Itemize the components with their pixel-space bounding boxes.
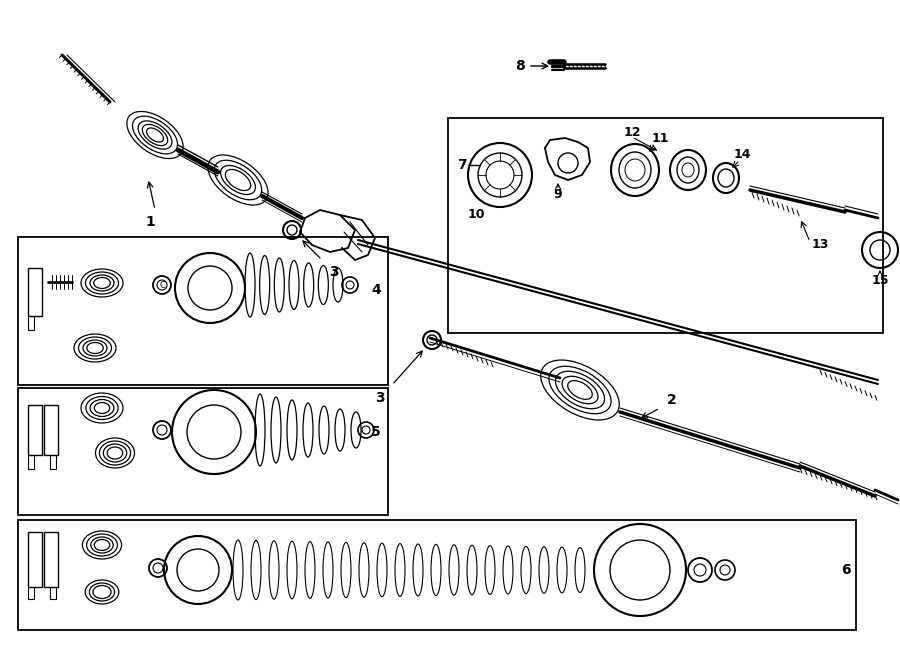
Text: 2: 2	[667, 393, 677, 407]
Text: 15: 15	[871, 274, 889, 286]
Bar	[50, 587, 56, 599]
Bar	[18, 520, 856, 630]
Text: 10: 10	[467, 208, 485, 221]
Text: 13: 13	[811, 239, 829, 251]
Text: 6: 6	[842, 563, 850, 577]
Bar	[28, 405, 42, 455]
Bar	[44, 405, 58, 455]
Text: 9: 9	[554, 188, 562, 202]
Text: 8: 8	[515, 59, 525, 73]
Text: C: C	[159, 280, 165, 290]
Text: 3: 3	[375, 391, 385, 405]
Bar	[28, 455, 34, 469]
Text: 3: 3	[329, 265, 338, 279]
Text: 7: 7	[457, 158, 467, 172]
Bar	[28, 587, 34, 599]
Bar	[44, 532, 58, 587]
Text: 5: 5	[371, 425, 381, 439]
Bar	[50, 455, 56, 469]
Bar	[18, 388, 388, 515]
Text: 14: 14	[734, 149, 751, 161]
Bar	[448, 118, 883, 333]
Text: 4: 4	[371, 283, 381, 297]
Bar	[28, 532, 42, 587]
Bar	[18, 237, 388, 385]
Bar	[28, 268, 42, 316]
Text: 12: 12	[623, 126, 641, 139]
Polygon shape	[545, 138, 590, 180]
Text: 11: 11	[652, 132, 669, 145]
Text: 1: 1	[145, 215, 155, 229]
Bar	[28, 316, 34, 330]
